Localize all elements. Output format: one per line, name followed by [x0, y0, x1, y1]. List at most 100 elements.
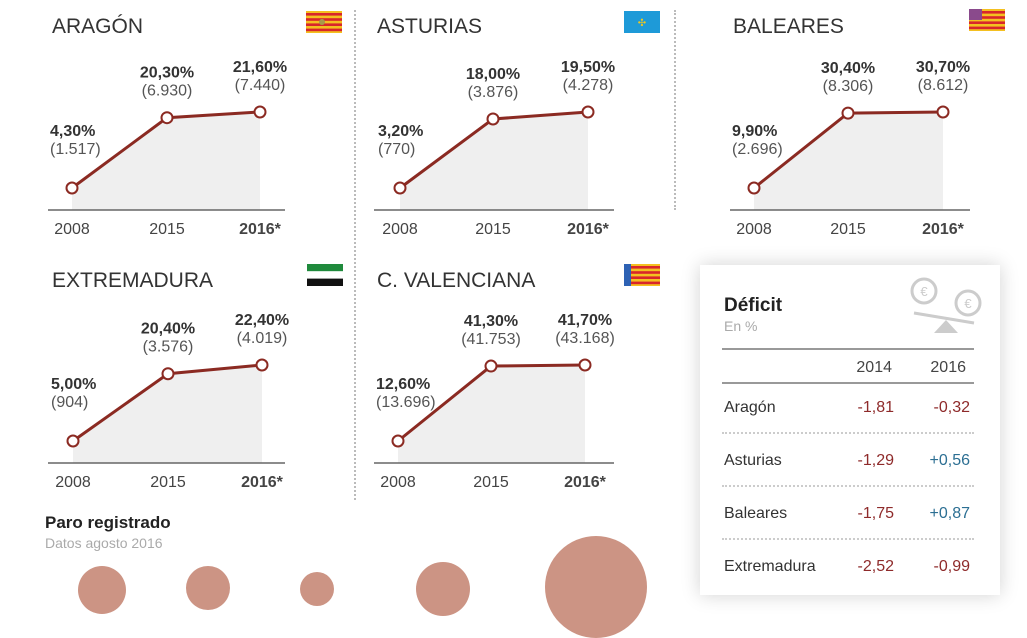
row-value-2014: -1,75 [857, 505, 894, 522]
x-tick-label: 2015 [473, 474, 509, 491]
row-name: Aragón [724, 399, 776, 416]
chart-title: BALEARES [733, 15, 844, 38]
area-fill [400, 112, 588, 210]
value-label: 12,60% [376, 376, 430, 393]
x-tick-label: 2008 [54, 221, 90, 238]
data-point [578, 358, 592, 372]
divider [722, 382, 974, 384]
data-point [391, 434, 405, 448]
count-label: (6.930) [142, 83, 193, 100]
aragon-flag-icon [306, 11, 342, 33]
x-tick-label: 2008 [380, 474, 416, 491]
row-value-2014: -2,52 [857, 558, 894, 575]
divider [354, 10, 356, 500]
data-point [161, 367, 175, 381]
bubble [186, 566, 230, 610]
value-label: 19,50% [561, 59, 615, 76]
value-label: 3,20% [378, 123, 423, 140]
value-label: 21,60% [233, 59, 287, 76]
value-label: 18,00% [466, 66, 520, 83]
value-label: 5,00% [51, 376, 96, 393]
divider [722, 538, 974, 540]
column-header: 2014 [856, 359, 892, 376]
count-label: (904) [51, 394, 88, 411]
value-label: 22,40% [235, 312, 289, 329]
divider [674, 10, 676, 210]
chart-title: ARAGÓN [52, 15, 143, 38]
row-name: Extremadura [724, 558, 816, 575]
divider [722, 432, 974, 434]
x-tick-label: 2016* [564, 474, 607, 491]
x-tick-label: 2015 [475, 221, 511, 238]
count-label: (2.696) [732, 141, 783, 158]
deficit-card: Déficit En % € € 2014 2016 Aragón -1,81 … [700, 265, 1000, 595]
count-label: (7.440) [235, 77, 286, 94]
row-value-2016: -0,32 [933, 399, 970, 416]
svg-text:€: € [964, 296, 972, 311]
x-tick-label: 2015 [150, 474, 186, 491]
row-name: Baleares [724, 505, 788, 522]
row-value-2014: -1,29 [857, 452, 894, 469]
column-header: 2016 [930, 359, 966, 376]
row-value-2016: +0,56 [929, 452, 970, 469]
count-label: (8.612) [918, 77, 969, 94]
x-tick-label: 2016* [241, 474, 284, 491]
chart-title: ASTURIAS [377, 15, 482, 38]
chart-title: EXTREMADURA [52, 269, 213, 292]
area-fill [398, 365, 585, 463]
divider [722, 348, 974, 350]
data-point [66, 434, 80, 448]
svg-text:€: € [920, 284, 928, 299]
data-point [255, 358, 269, 372]
valenciana-flag-icon [624, 264, 660, 286]
row-value-2014: -1,81 [857, 399, 894, 416]
x-tick-label: 2015 [830, 221, 866, 238]
count-label: (770) [378, 141, 415, 158]
data-point [936, 105, 950, 119]
bubble [545, 536, 647, 638]
count-label: (8.306) [823, 78, 874, 95]
value-label: 20,30% [140, 65, 194, 82]
value-label: 30,40% [821, 60, 875, 77]
x-tick-label: 2008 [55, 474, 91, 491]
data-point [484, 359, 498, 373]
value-label: 30,70% [916, 59, 970, 76]
extremadura-flag-icon [307, 264, 343, 286]
baleares-flag-icon [969, 9, 1005, 31]
divider [722, 485, 974, 487]
charts-canvas: ARAGÓN 2008 4,30%(1.517) 2015 20,30%(6.930) 2… [48, 9, 1005, 491]
count-label: (1.517) [50, 141, 101, 158]
data-point [160, 111, 174, 125]
row-value-2016: -0,99 [933, 558, 970, 575]
data-point [486, 112, 500, 126]
count-label: (4.278) [563, 77, 614, 94]
bubble [300, 572, 334, 606]
count-label: (13.696) [376, 394, 436, 411]
x-tick-label: 2016* [239, 221, 282, 238]
data-point [393, 181, 407, 195]
x-tick-label: 2008 [736, 221, 772, 238]
data-point [65, 181, 79, 195]
data-point [841, 106, 855, 120]
count-label: (41.753) [461, 331, 521, 348]
row-value-2016: +0,87 [929, 505, 970, 522]
area-fill [73, 365, 262, 463]
x-tick-label: 2015 [149, 221, 185, 238]
asturias-flag-icon: ✣ [624, 11, 660, 33]
bubble [78, 566, 126, 614]
x-tick-label: 2016* [567, 221, 610, 238]
value-label: 20,40% [141, 321, 195, 338]
euro-scale-icon: € € [910, 277, 982, 333]
paro-title: Paro registrado [45, 513, 171, 532]
row-name: Asturias [724, 452, 782, 469]
count-label: (43.168) [555, 330, 615, 347]
deficit-subtitle: En % [724, 318, 758, 334]
value-label: 9,90% [732, 123, 777, 140]
data-point [253, 105, 267, 119]
count-label: (4.019) [237, 330, 288, 347]
count-label: (3.576) [143, 339, 194, 356]
svg-text:✣: ✣ [638, 18, 646, 29]
chart-title: C. VALENCIANA [377, 269, 535, 292]
value-label: 4,30% [50, 123, 95, 140]
paro-subtitle: Datos agosto 2016 [45, 535, 163, 551]
